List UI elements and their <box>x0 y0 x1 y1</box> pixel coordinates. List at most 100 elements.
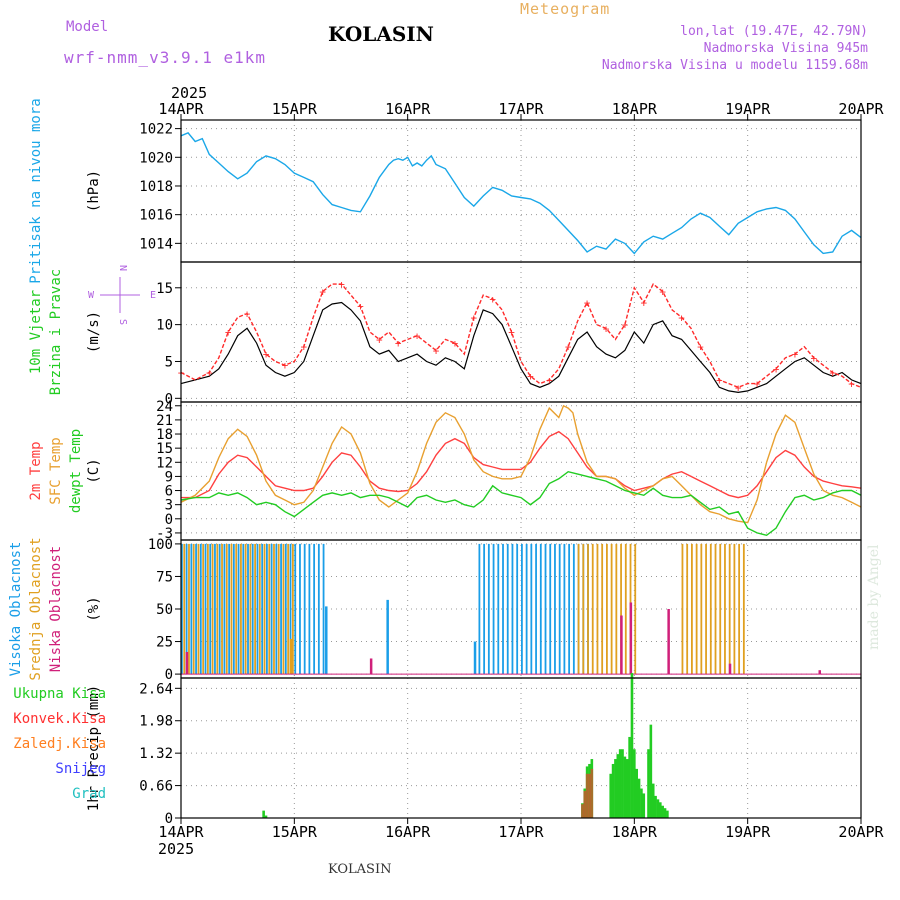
total_precip-bar <box>659 802 662 818</box>
gust-marker: + <box>206 367 213 380</box>
station-title: KOLASIN <box>328 22 434 46</box>
temperature-side-label: dewpt Temp <box>68 429 84 513</box>
cloud-bar <box>325 606 328 675</box>
cloud-bar <box>587 543 589 675</box>
cloud-bar <box>610 543 613 675</box>
clouds-ytick-label: 25 <box>156 635 173 651</box>
temperature-ytick-label: 9 <box>165 469 173 485</box>
cloud-bar <box>261 543 264 675</box>
conv_precip-bar <box>581 804 584 818</box>
gust-marker: + <box>640 297 647 310</box>
gust-marker: + <box>338 278 345 291</box>
cloud-bar <box>516 543 519 675</box>
cloud-bar <box>277 543 280 675</box>
clouds-ylabel: (%) <box>86 596 102 621</box>
year-label-top: 2025 <box>171 84 207 102</box>
x-tick-label-top: 18APR <box>612 100 658 118</box>
x-tick-label-top: 14APR <box>158 100 204 118</box>
precip-ytick-label: 1.32 <box>139 746 173 762</box>
cloud-bar <box>691 543 693 675</box>
gust-marker: + <box>357 300 364 313</box>
x-tick-label-bottom: 20APR <box>838 823 884 841</box>
pressure-ylabel: (hPa) <box>86 170 102 212</box>
cloud-bar <box>282 543 285 675</box>
precip-ytick-label: 2.64 <box>139 681 173 697</box>
cloud-bar <box>280 543 282 675</box>
wind_speed-line <box>180 301 862 394</box>
total_precip-bar <box>647 749 650 818</box>
gust-marker: + <box>414 330 421 343</box>
total_precip-bar <box>614 759 617 818</box>
gust-marker: + <box>263 348 270 361</box>
clouds-ytick-label: 75 <box>156 569 173 585</box>
cloud-bar <box>483 543 486 675</box>
cloud-bar <box>308 543 311 675</box>
cloud-bar <box>273 543 275 675</box>
cloud-bar <box>289 543 292 675</box>
cloud-bar <box>214 543 216 675</box>
total_precip-bar <box>640 788 643 818</box>
lonlat-label: lon,lat (19.47E, 42.79N) <box>680 24 868 39</box>
temperature-ytick-label: 18 <box>156 427 173 443</box>
total_precip-bar <box>637 778 641 818</box>
clouds-ytick-label: 50 <box>156 602 173 618</box>
cloud-bar <box>197 543 200 675</box>
cloud-bar <box>686 543 689 675</box>
total_precip-bar <box>609 773 613 818</box>
cloud-bar <box>235 543 238 675</box>
cloud-bar <box>606 543 608 675</box>
cloud-bar <box>714 543 717 675</box>
gust-marker: + <box>395 337 402 350</box>
gust-marker: + <box>848 378 855 391</box>
cloud-bar <box>492 543 495 675</box>
gust-line <box>180 283 862 389</box>
gust-marker: + <box>659 285 666 298</box>
cloud-bar <box>183 543 186 675</box>
cloud-bar <box>478 543 481 675</box>
cloud-bar <box>185 543 188 675</box>
cloud-bar <box>249 543 252 675</box>
cloud-bar <box>568 543 571 675</box>
gust-marker: + <box>452 337 459 350</box>
x-tick-label-top: 15APR <box>272 100 318 118</box>
temperature-ytick-label: 15 <box>156 441 173 457</box>
wind-key-w: W <box>88 290 95 301</box>
cloud-bar <box>254 543 256 675</box>
cloud-bar <box>572 543 575 675</box>
gust-marker: + <box>489 293 496 306</box>
cloud-bar <box>615 543 618 675</box>
cloud-bar <box>268 543 271 675</box>
precip-legend-item: Ukupna Kisa <box>13 686 106 702</box>
wind-ytick-label: 15 <box>156 281 173 297</box>
cloud-bar <box>202 543 205 675</box>
clouds-side-label: Visoka Oblacnost <box>8 542 24 677</box>
total_precip-bar <box>616 754 620 818</box>
pressure-ytick-label: 1022 <box>139 122 173 138</box>
gust-marker: + <box>376 333 383 346</box>
cloud-bar <box>544 543 547 675</box>
cloud-bar <box>549 543 552 675</box>
cloud-bar <box>223 543 226 675</box>
cloud-bar <box>667 609 670 675</box>
x-tick-label-bottom: 17APR <box>498 823 544 841</box>
cloud-bar <box>601 543 604 675</box>
cloud-bar <box>700 543 703 675</box>
cloud-bar <box>506 543 509 675</box>
cloud-bar <box>742 543 745 675</box>
cloud-bar <box>530 543 533 675</box>
gust-marker: + <box>319 285 326 298</box>
clouds-side-label: Srednja Oblacnost <box>28 537 44 680</box>
cloud-bar <box>263 543 266 675</box>
clouds-side-label: Niska Oblacnost <box>48 546 64 672</box>
cloud-bar <box>369 658 373 675</box>
pressure-ytick-label: 1016 <box>139 208 173 224</box>
gust-marker: + <box>584 297 591 310</box>
gust-marker: + <box>244 308 251 321</box>
gust-marker: + <box>225 326 232 339</box>
cloud-bar <box>242 543 245 675</box>
cloud-bar <box>188 543 190 675</box>
cloud-bar <box>728 543 731 675</box>
conv_precip-bar <box>590 768 594 818</box>
conv_precip-bar <box>585 773 589 818</box>
